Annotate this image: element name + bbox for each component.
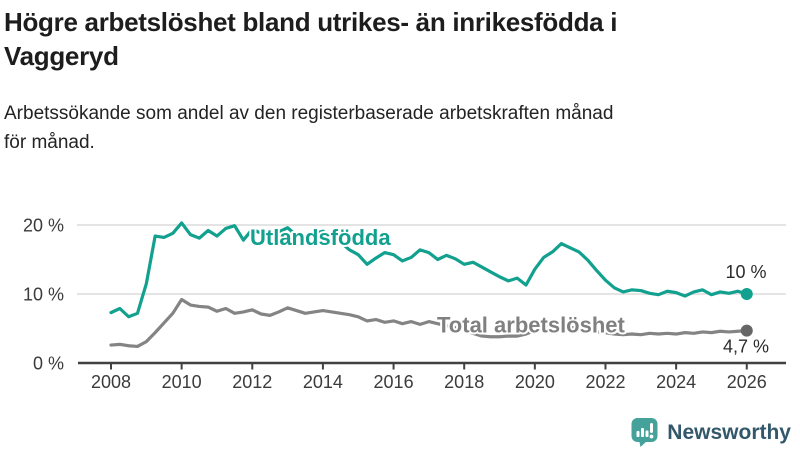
y-tick-label-20: 20 % [23, 216, 64, 236]
x-tick-label: 2024 [656, 372, 696, 392]
series-endpoint-dot [740, 324, 753, 337]
x-tick-label: 2010 [162, 372, 202, 392]
series-layer [109, 221, 753, 349]
newsworthy-wordmark: Newsworthy [667, 420, 791, 444]
end-value-label-total: 4,7 % [723, 337, 769, 357]
x-tick-label: 2026 [727, 372, 767, 392]
page-subtitle-line1: Arbetssökande som andel av den registerb… [4, 103, 614, 124]
series-label-utlandsfodda: Utlandsfödda [250, 225, 391, 250]
page-title-line1: Högre arbetslöshet bland utrikes- än inr… [4, 7, 618, 37]
page-subtitle-line2: för månad. [4, 132, 95, 153]
end-value-label-utlandsfodda: 10 % [725, 262, 766, 282]
x-tick-label: 2014 [303, 372, 343, 392]
x-tick-label: 2020 [515, 372, 555, 392]
x-tick-label: 2008 [91, 372, 131, 392]
x-tick-label: 2018 [444, 372, 484, 392]
series-endpoint-dot [740, 288, 753, 300]
page-title-line2: Vaggeryd [4, 41, 119, 71]
newsworthy-logo: Newsworthy [630, 417, 791, 448]
page-title: Högre arbetslöshet bland utrikes- än inr… [4, 5, 800, 73]
page-root: { "header": { "title_line1": "Högre arbe… [0, 5, 800, 455]
y-tick-label-10: 10 % [23, 285, 64, 305]
series-label-total-arbetsloshet: Total arbetslöshet [437, 313, 626, 338]
x-tick-label: 2012 [232, 372, 272, 392]
series-line-utlandsfodda [109, 221, 749, 319]
y-tick-label-0: 0 % [33, 354, 64, 374]
x-axis-layer: 2008 2010 2012 2014 2016 2018 2020 2022 2024 2026 [91, 363, 767, 392]
x-tick-label: 2016 [374, 372, 414, 392]
unemployment-line-chart: 20 % 10 % 0 % 2008 2010 2012 2014 2016 2018 20… [23, 216, 786, 392]
x-tick-label: 2022 [585, 372, 625, 392]
chart-area: 20 % 10 % 0 % 2008 2010 2012 2014 2016 2018 20… [0, 195, 800, 410]
newsworthy-logo-icon [631, 418, 658, 447]
series-line-total-arbetsloshet [109, 297, 749, 349]
page-subtitle: Arbetssökande som andel av den registerb… [4, 99, 800, 157]
